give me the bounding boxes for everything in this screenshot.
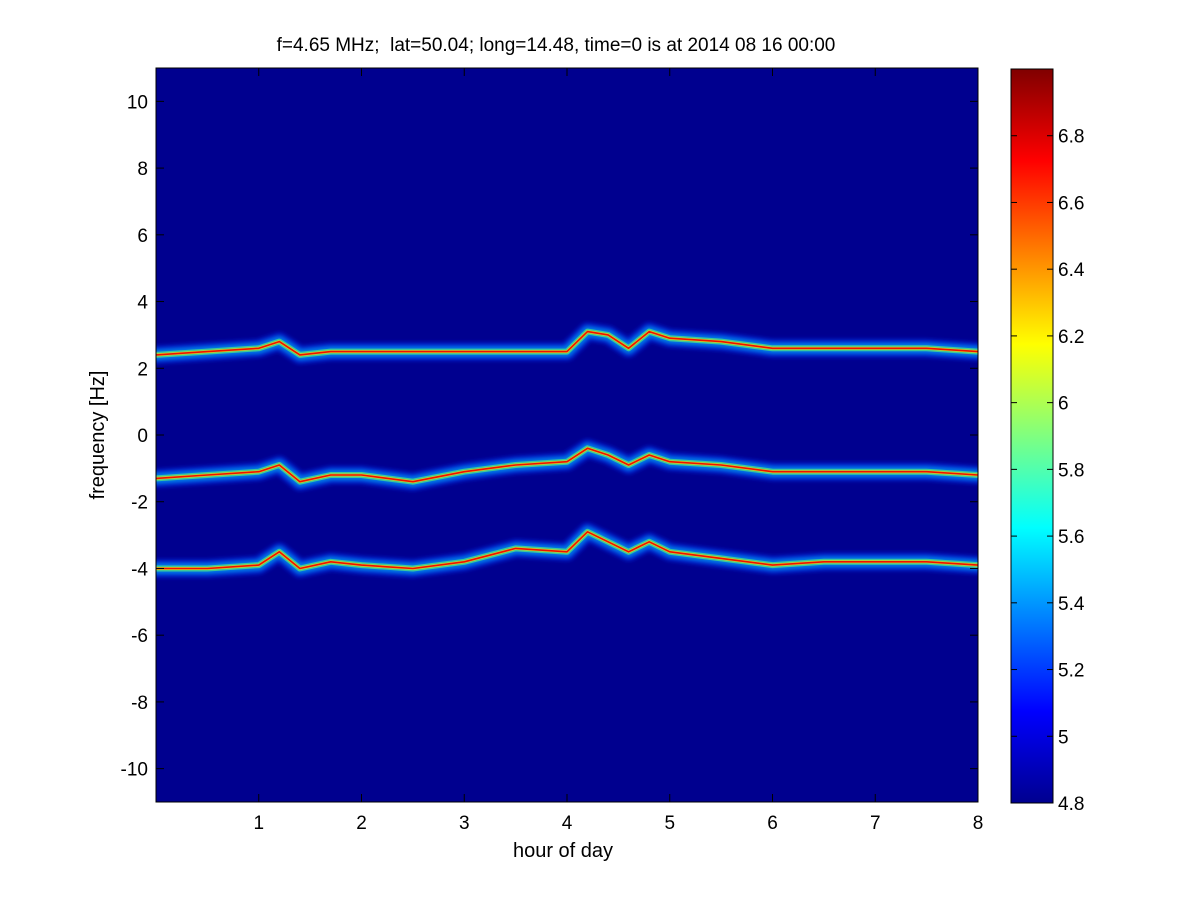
y-axis-label: frequency [Hz] (87, 371, 109, 500)
x-tick-label: 6 (767, 813, 778, 834)
x-tick-label: 5 (664, 813, 675, 834)
x-tick-label: 7 (870, 813, 881, 834)
x-tick-label: 2 (356, 813, 367, 834)
colorbar-tick-label: 6 (1058, 394, 1069, 415)
plot-background (156, 68, 978, 802)
y-tick-label: -10 (121, 760, 148, 781)
x-axis-label: hour of day (513, 840, 613, 862)
colorbar-tick-label: 6.6 (1058, 193, 1084, 214)
spectral-trace-3 (156, 530, 978, 570)
x-axis: 1 2 3 4 5 6 7 8 (253, 68, 983, 834)
y-tick-label: -8 (131, 693, 148, 714)
colorbar-tick-label: 6.2 (1058, 327, 1084, 348)
y-tick-label: 0 (137, 426, 148, 447)
y-tick-label: 6 (137, 226, 148, 247)
colorbar-tick-label: 5 (1058, 727, 1069, 748)
x-tick-label: 4 (562, 813, 573, 834)
colorbar-tick-label: 6.4 (1058, 260, 1085, 281)
y-tick-label: 2 (137, 359, 148, 380)
colorbar-tick-label: 4.8 (1058, 794, 1084, 815)
spectral-trace-2 (156, 447, 978, 483)
chart-title: f=4.65 MHz; lat=50.04; long=14.48, time=… (277, 35, 836, 56)
y-tick-label: -2 (131, 493, 148, 514)
y-tick-label: 10 (127, 92, 148, 113)
colorbar-tick-label: 5.8 (1058, 460, 1084, 481)
y-axis: -10 -8 -6 -4 -2 0 2 4 6 8 10 (121, 92, 978, 781)
y-tick-label: 4 (137, 293, 148, 314)
spectral-trace-1 (156, 330, 978, 356)
x-tick-label: 8 (973, 813, 984, 834)
x-tick-label: 3 (459, 813, 470, 834)
colorbar-tick-label: 5.6 (1058, 527, 1084, 548)
colorbar (1010, 68, 1054, 804)
x-tick-label: 1 (253, 813, 264, 834)
colorbar-ticks: 4.8 5 5.2 5.4 5.6 5.8 6 6.2 6.4 6.6 6.8 (1011, 127, 1085, 815)
plot-marks (156, 322, 978, 578)
y-tick-label: -6 (131, 626, 148, 647)
colorbar-tick-label: 6.8 (1058, 127, 1084, 148)
y-tick-label: 8 (137, 159, 148, 180)
y-tick-label: -4 (131, 559, 148, 580)
colorbar-tick-label: 5.4 (1058, 594, 1085, 615)
colorbar-tick-label: 5.2 (1058, 661, 1084, 682)
